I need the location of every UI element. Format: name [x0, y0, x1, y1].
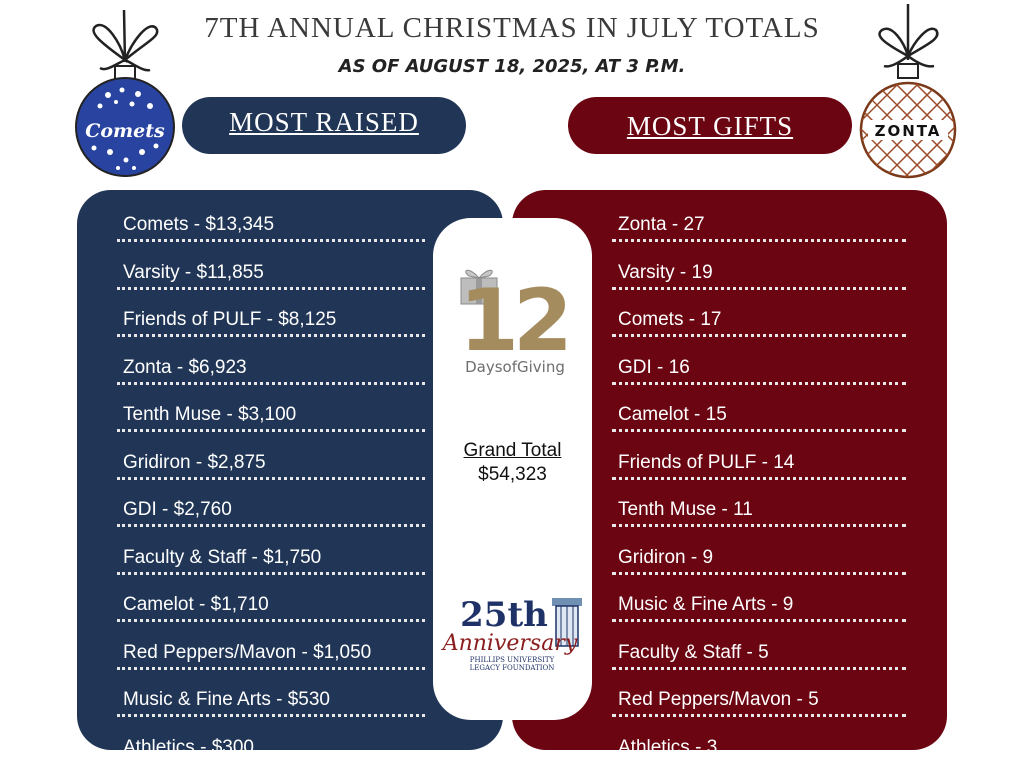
svg-text:LEGACY FOUNDATION: LEGACY FOUNDATION — [470, 664, 555, 672]
list-item: Gridiron - $2,875 — [117, 441, 425, 480]
most-raised-heading: MOST RAISED — [182, 97, 466, 154]
list-item: Tenth Muse - $3,100 — [117, 393, 425, 432]
list-item: Friends of PULF - 14 — [612, 441, 906, 480]
svg-text:Comets: Comets — [85, 120, 165, 142]
list-item: GDI - $2,760 — [117, 488, 425, 527]
comets-ornament-icon: Comets — [75, 9, 175, 177]
list-item: Faculty & Staff - $1,750 — [117, 536, 425, 575]
svg-text:DaysofGiving: DaysofGiving — [465, 358, 565, 376]
list-item: Comets - 17 — [612, 298, 906, 337]
list-item: Camelot - $1,710 — [117, 583, 425, 622]
list-item: Red Peppers/Mavon - 5 — [612, 678, 906, 717]
list-item: Red Peppers/Mavon - $1,050 — [117, 631, 425, 670]
page-title: 7TH ANNUAL CHRISTMAS IN JULY TOTALS — [204, 12, 820, 44]
twelve-days-of-giving-logo: 12 DaysofGiving — [459, 269, 573, 376]
list-item: Friends of PULF - $8,125 — [117, 298, 425, 337]
list-item: Music & Fine Arts - $530 — [117, 678, 425, 717]
list-item: GDI - 16 — [612, 346, 906, 385]
list-item: Zonta - $6,923 — [117, 346, 425, 385]
svg-text:PHILLIPS UNIVERSITY: PHILLIPS UNIVERSITY — [470, 656, 555, 664]
most-gifts-heading: MOST GIFTS — [568, 97, 852, 154]
list-item: Athletics - $300 — [123, 736, 254, 758]
list-item: Varsity - 19 — [612, 251, 906, 290]
list-item: Comets - $13,345 — [117, 203, 425, 242]
most-gifts-list: Zonta - 27 Varsity - 19 Comets - 17 GDI … — [612, 203, 906, 773]
list-item: Varsity - $11,855 — [117, 251, 425, 290]
list-item: Camelot - 15 — [612, 393, 906, 432]
page-subtitle: AS OF AUGUST 18, 2025, AT 3 P.M. — [338, 56, 686, 77]
anniversary-logo: 25th Anniversary PHILLIPS UNIVERSITY LEG… — [441, 595, 582, 672]
svg-text:12: 12 — [459, 271, 567, 371]
list-item: Music & Fine Arts - 9 — [612, 583, 906, 622]
most-raised-panel — [77, 190, 503, 750]
list-item: Gridiron - 9 — [612, 536, 906, 575]
svg-text:Anniversary: Anniversary — [441, 631, 578, 656]
list-item: Faculty & Staff - 5 — [612, 631, 906, 670]
most-raised-list: Comets - $13,345 Varsity - $11,855 Frien… — [117, 203, 425, 773]
list-item: Athletics - 3 — [618, 736, 718, 758]
list-item: Tenth Muse - 11 — [612, 488, 906, 527]
zonta-ornament-icon: ZONTA — [859, 4, 957, 179]
svg-text:25th: 25th — [460, 595, 548, 635]
svg-text:ZONTA: ZONTA — [875, 122, 942, 140]
grand-total-value: $54,323 — [478, 464, 547, 485]
grand-total-label: Grand Total — [463, 440, 562, 461]
list-item: Zonta - 27 — [612, 203, 906, 242]
